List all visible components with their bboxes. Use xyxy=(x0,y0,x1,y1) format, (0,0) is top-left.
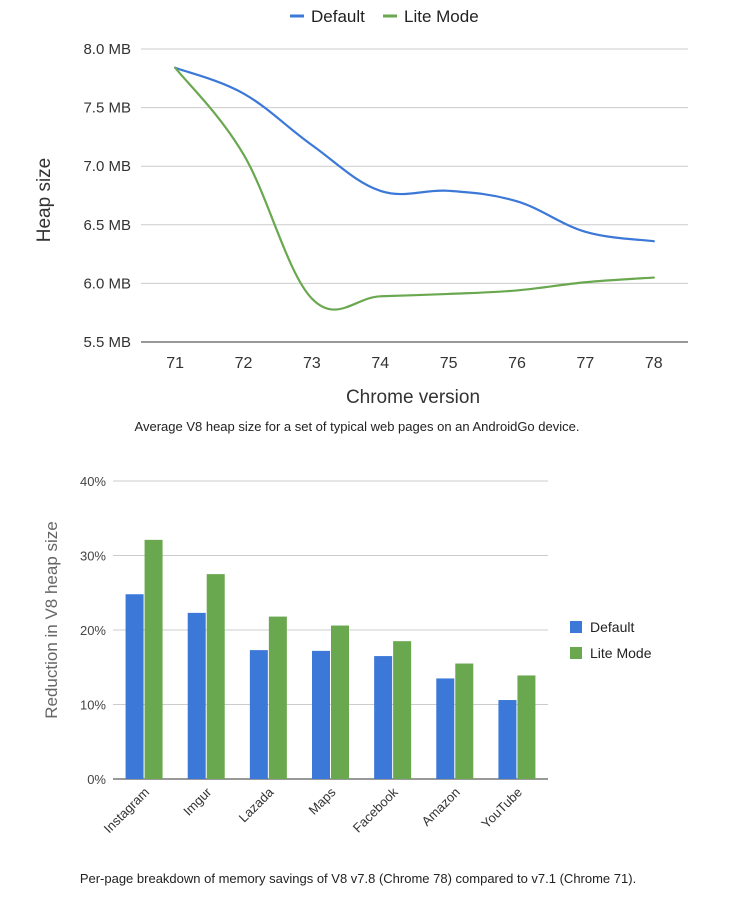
bar-x-tick-label: Maps xyxy=(306,784,339,817)
bar-default-lazada xyxy=(249,650,268,779)
line-chart-caption: Average V8 heap size for a set of typica… xyxy=(134,419,580,434)
line-legend: Default Lite Mode xyxy=(290,7,479,26)
bar-x-tick-label: Instagram xyxy=(101,785,152,836)
line-x-tick-label: 71 xyxy=(166,355,184,372)
bar-y-tick-label: 20% xyxy=(80,623,106,638)
bar-y-tick-labels: 0% 10% 20% 30% 40% xyxy=(80,474,106,787)
bar-default-amazon xyxy=(436,678,455,779)
bar-y-tick-label: 10% xyxy=(80,698,106,713)
bar-y-tick-label: 40% xyxy=(80,474,106,489)
series-line-default xyxy=(174,66,655,243)
line-chart: Default Lite Mode 5.5 MB 6.0 MB 6.5 MB 7.0 … xyxy=(34,7,688,408)
line-x-tick-label: 72 xyxy=(235,355,253,372)
bar-default-imgur xyxy=(187,612,206,779)
line-x-tick-labels: 71 72 73 74 75 76 77 78 xyxy=(166,355,663,372)
bar-lite-mode-lazada xyxy=(268,616,287,779)
bar-y-axis-title: Reduction in V8 heap size xyxy=(42,521,61,719)
legend-label-default: Default xyxy=(590,619,634,635)
line-x-tick-label: 75 xyxy=(440,355,458,372)
legend-label-lite: Lite Mode xyxy=(590,645,652,661)
bar-chart: 0% 10% 20% 30% 40% Instagram Imgur Lazada Maps F… xyxy=(42,474,652,836)
line-x-axis-title: Chrome version xyxy=(346,387,480,408)
bar-default-instagram xyxy=(125,594,144,779)
legend-label-default: Default xyxy=(311,7,365,26)
line-x-tick-label: 76 xyxy=(508,355,526,372)
line-x-tick-label: 78 xyxy=(645,355,663,372)
bar-chart-caption: Per-page breakdown of memory savings of … xyxy=(79,871,637,886)
bar-lite-mode-youtube xyxy=(517,675,536,779)
legend-swatch-default xyxy=(570,621,582,633)
bar-x-tick-label: YouTube xyxy=(478,785,525,832)
bar-legend: Default Lite Mode xyxy=(570,619,652,661)
bar-lite-mode-maps xyxy=(331,625,349,779)
bar-x-tick-label: Facebook xyxy=(350,784,401,835)
line-y-tick-label: 6.0 MB xyxy=(83,275,131,292)
bar-lite-mode-instagram xyxy=(144,539,163,779)
bar-x-tick-label: Imgur xyxy=(180,784,215,819)
legend-label-lite: Lite Mode xyxy=(404,7,479,26)
bar-x-tick-label: Amazon xyxy=(419,785,463,829)
bar-y-tick-label: 0% xyxy=(87,772,106,787)
line-y-tick-label: 6.5 MB xyxy=(83,217,131,234)
bar-bars-group xyxy=(125,539,536,779)
line-y-tick-label: 8.0 MB xyxy=(83,41,131,58)
line-y-tick-label: 7.5 MB xyxy=(83,100,131,117)
bar-default-youtube xyxy=(498,700,517,779)
bar-x-tick-labels: Instagram Imgur Lazada Maps Facebook Amazon Yo… xyxy=(101,784,525,836)
line-x-tick-label: 77 xyxy=(577,355,595,372)
line-grid xyxy=(141,48,688,343)
line-y-tick-labels: 5.5 MB 6.0 MB 6.5 MB 7.0 MB 7.5 MB 8.0 MB xyxy=(83,41,131,351)
line-x-tick-label: 74 xyxy=(371,355,389,372)
bar-lite-mode-amazon xyxy=(455,663,474,779)
bar-default-maps xyxy=(312,650,330,779)
line-x-tick-label: 73 xyxy=(303,355,321,372)
legend-swatch-lite xyxy=(570,647,582,659)
bar-x-tick-label: Lazada xyxy=(236,784,277,825)
bar-default-facebook xyxy=(374,656,393,779)
bar-grid xyxy=(113,480,548,780)
bar-lite-mode-imgur xyxy=(206,574,225,779)
bar-lite-mode-facebook xyxy=(393,641,412,779)
line-y-axis-title: Heap size xyxy=(34,158,55,243)
bar-y-tick-label: 30% xyxy=(80,549,106,564)
line-y-tick-label: 5.5 MB xyxy=(83,334,131,351)
line-series-group xyxy=(174,66,655,311)
line-y-tick-label: 7.0 MB xyxy=(83,158,131,175)
series-line-lite-mode xyxy=(174,66,655,311)
